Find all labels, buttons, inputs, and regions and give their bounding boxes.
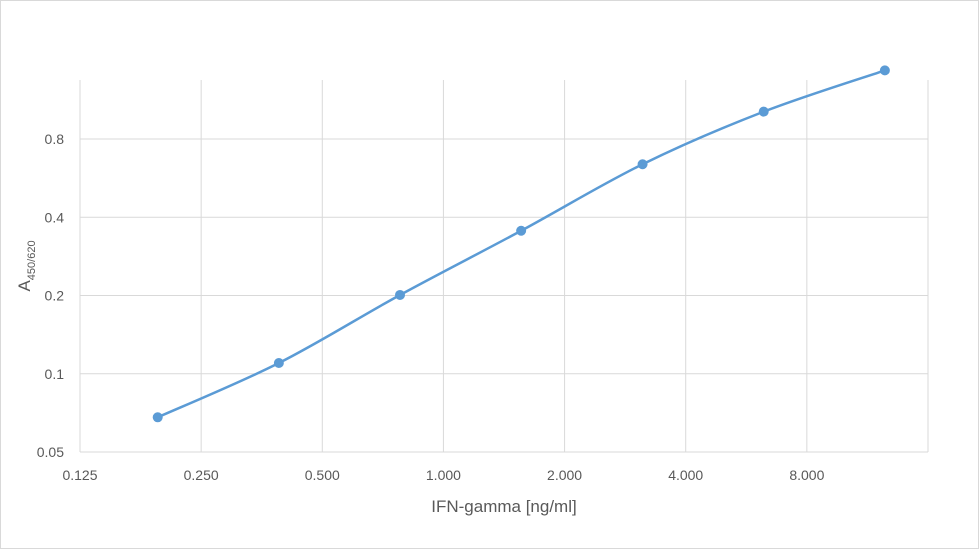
data-point	[516, 225, 527, 236]
x-tick-labels: 0.125 0.250 0.500 1.000 2.000 4.000 8.000	[62, 467, 824, 483]
data-point	[637, 159, 648, 170]
data-point	[273, 358, 284, 369]
data-point	[152, 412, 163, 423]
y-axis-label-subscript: 450/620	[26, 240, 38, 280]
x-axis-label: IFN-gamma [ng/ml]	[431, 497, 576, 516]
y-tick-labels: 0.05 0.1 0.2 0.4 0.8	[37, 131, 64, 460]
y-axis-label: A450/620	[15, 240, 38, 291]
x-tick-label: 2.000	[547, 467, 582, 483]
y-tick-label: 0.2	[45, 288, 65, 304]
series-points	[152, 65, 890, 423]
x-tick-label: 1.000	[426, 467, 461, 483]
x-tick-label: 0.250	[184, 467, 219, 483]
data-point	[395, 289, 406, 300]
y-tick-label: 0.4	[45, 209, 65, 225]
y-tick-label: 0.8	[45, 131, 65, 147]
x-tick-label: 0.125	[62, 467, 97, 483]
data-point	[758, 106, 769, 117]
x-tick-label: 8.000	[789, 467, 824, 483]
y-tick-label: 0.1	[45, 366, 65, 382]
x-tick-label: 4.000	[668, 467, 703, 483]
series-line	[157, 69, 886, 419]
data-point	[879, 65, 890, 76]
y-axis-label-main: A	[15, 280, 34, 292]
y-tick-label: 0.05	[37, 444, 64, 460]
x-tick-label: 0.500	[305, 467, 340, 483]
grid	[79, 80, 929, 453]
